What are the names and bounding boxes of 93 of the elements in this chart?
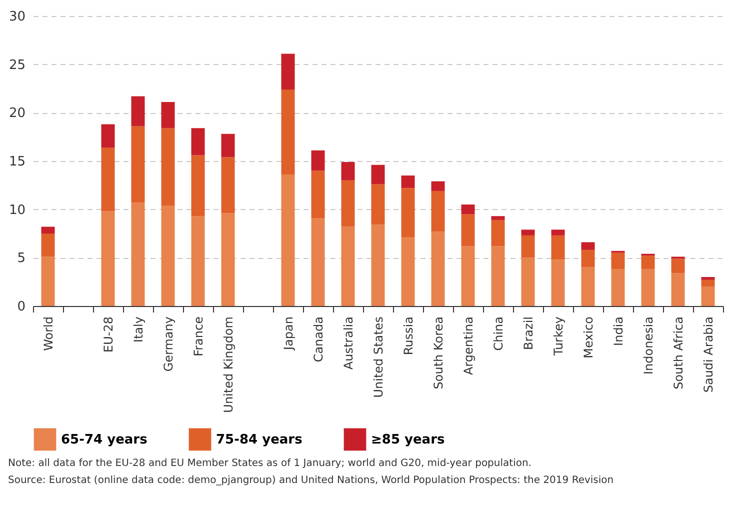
bar <box>191 128 205 156</box>
bar <box>611 269 625 306</box>
x-tick-label: Indonesia <box>642 316 656 375</box>
bar <box>371 184 385 225</box>
y-tick-label: 15 <box>8 154 26 170</box>
bar <box>551 230 565 236</box>
bar <box>161 102 175 128</box>
x-tick-label: Argentina <box>462 316 476 376</box>
bar <box>101 124 115 148</box>
x-tick-label: India <box>612 316 626 346</box>
bar <box>701 280 715 287</box>
x-tick-label: South Africa <box>672 316 686 390</box>
y-tick-label: 10 <box>8 202 26 218</box>
x-tick-label: France <box>192 316 206 356</box>
bar <box>191 216 205 306</box>
legend-label: 65-74 years <box>61 432 148 448</box>
x-tick-label: Germany <box>162 316 176 372</box>
bar <box>281 54 295 90</box>
bar <box>281 89 295 175</box>
bar <box>41 234 55 257</box>
bar <box>671 258 685 274</box>
bar <box>431 181 445 191</box>
bar <box>581 242 595 250</box>
x-tick-label: Russia <box>402 316 416 356</box>
x-tick-label: World <box>42 316 56 351</box>
bar <box>641 256 655 270</box>
bar <box>341 162 355 180</box>
y-tick-label: 30 <box>8 10 26 24</box>
bar <box>491 220 505 246</box>
bar <box>191 155 205 216</box>
bar <box>41 256 55 306</box>
bar <box>401 176 415 188</box>
x-tick-label: Brazil <box>522 316 536 350</box>
x-tick-label: United States <box>372 316 386 398</box>
x-tick-label: South Korea <box>432 316 446 390</box>
x-tick-label: Saudi Arabia <box>702 316 716 393</box>
bar <box>311 150 325 171</box>
x-tick-label: Australia <box>342 316 356 370</box>
y-tick-label: 20 <box>8 106 26 122</box>
bar <box>221 157 235 214</box>
bar <box>581 250 595 268</box>
bar <box>551 260 565 306</box>
bar <box>221 134 235 158</box>
bar <box>311 170 325 218</box>
legend-label: 75-84 years <box>216 432 303 448</box>
bar <box>221 213 235 306</box>
bar <box>461 246 475 306</box>
bar <box>41 226 55 234</box>
bar <box>581 267 595 306</box>
legend-label: ≥85 years <box>371 432 445 448</box>
x-tick-label: EU-28 <box>102 316 116 352</box>
bar <box>521 235 535 258</box>
y-tick-label: 5 <box>17 251 26 266</box>
source-note: Source: Eurostat (online data code: demo_pjangroup) and United Nations, World Population Prospects: the 2019 Revision <box>8 474 615 488</box>
bar <box>671 273 685 306</box>
bar <box>641 269 655 306</box>
bar <box>131 126 145 203</box>
bar <box>161 205 175 306</box>
bar <box>431 232 445 306</box>
bar <box>401 237 415 306</box>
x-tick-label: Turkey <box>552 316 566 357</box>
bar <box>491 246 505 306</box>
bar <box>341 180 355 227</box>
bar <box>101 147 115 212</box>
bar <box>131 202 145 306</box>
bar <box>701 286 715 306</box>
bar <box>611 252 625 270</box>
bar <box>401 188 415 238</box>
bar <box>461 214 475 246</box>
bar <box>551 235 565 260</box>
bar <box>371 164 385 184</box>
bar <box>521 258 535 306</box>
bar <box>461 204 475 214</box>
bar <box>281 174 295 306</box>
y-tick-label: 0 <box>17 300 26 314</box>
text: Note: all data for the EU-28 and EU Member States as of 1 January; world and G20, mid-year population. <box>8 457 532 471</box>
bar <box>341 226 355 306</box>
x-tick-label: Italy <box>132 316 146 343</box>
bar <box>491 216 505 220</box>
x-tick-label: United Kingdom <box>222 316 236 413</box>
bar <box>131 96 145 126</box>
x-tick-label: Mexico <box>582 316 596 358</box>
bar <box>521 230 535 236</box>
x-tick-label: Canada <box>312 316 326 362</box>
bar <box>161 128 175 206</box>
bar <box>371 224 385 306</box>
bar <box>311 218 325 306</box>
x-tick-label: Japan <box>282 316 296 351</box>
bar <box>101 211 115 306</box>
x-tick-label: China <box>492 316 506 351</box>
bar <box>431 190 445 232</box>
bar <box>701 277 715 280</box>
y-tick-label: 25 <box>8 58 26 73</box>
